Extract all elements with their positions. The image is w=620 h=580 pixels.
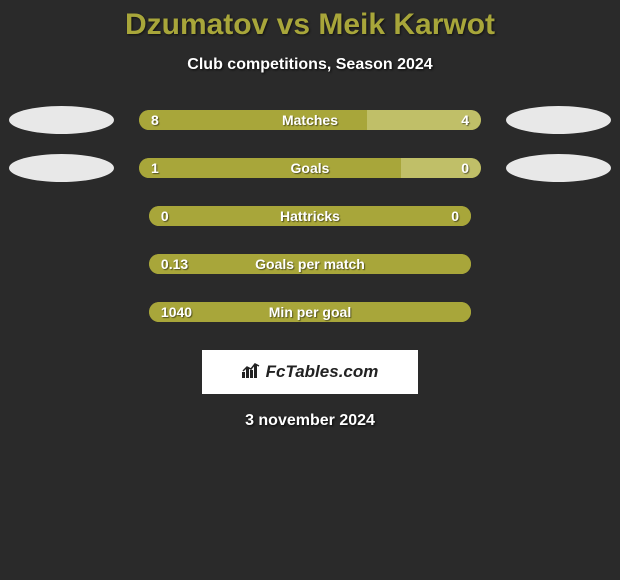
stat-bar: 00Hattricks (149, 206, 471, 226)
logo-box: FcTables.com (202, 350, 418, 394)
stat-row: 10Goals (0, 158, 620, 178)
stat-row: 1040Min per goal (0, 302, 620, 322)
page-title: Dzumatov vs Meik Karwot (0, 8, 620, 42)
stat-row: 84Matches (0, 110, 620, 130)
stat-bar: 10Goals (139, 158, 481, 178)
stat-bar: 84Matches (139, 110, 481, 130)
bar-label: Goals (139, 158, 481, 178)
bar-label: Goals per match (149, 254, 471, 274)
stat-rows: 84Matches 10Goals 00Hattricks 0.13Goals per… (0, 110, 620, 322)
stat-bar: 1040Min per goal (149, 302, 471, 322)
bar-chart-icon (242, 362, 262, 383)
bar-label: Matches (139, 110, 481, 130)
stat-row: 0.13Goals per match (0, 254, 620, 274)
subtitle: Club competitions, Season 2024 (0, 56, 620, 74)
player-oval-right (506, 106, 611, 134)
player-oval-left (9, 154, 114, 182)
stat-bar: 0.13Goals per match (149, 254, 471, 274)
logo-text: FcTables.com (266, 362, 379, 382)
bar-label: Hattricks (149, 206, 471, 226)
infographic-container: Dzumatov vs Meik Karwot Club competition… (0, 0, 620, 430)
player-oval-left (9, 106, 114, 134)
date-label: 3 november 2024 (0, 412, 620, 430)
player-oval-right (506, 154, 611, 182)
bar-label: Min per goal (149, 302, 471, 322)
stat-row: 00Hattricks (0, 206, 620, 226)
